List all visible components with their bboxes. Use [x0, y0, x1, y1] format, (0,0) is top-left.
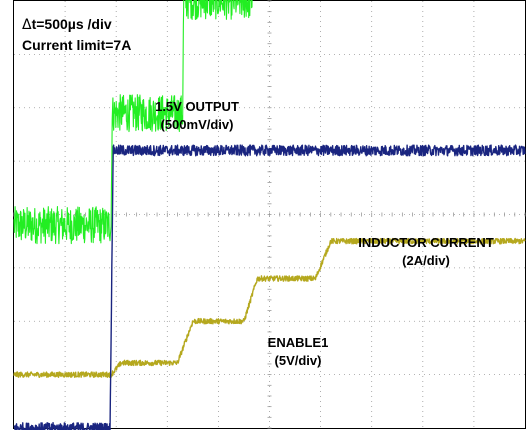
- inductor-current-label: INDUCTOR CURRENT: [358, 235, 494, 250]
- trace-1-5v-output: [13, 237, 526, 378]
- current-limit-label: Current limit=7A: [22, 37, 131, 53]
- trace-enable1: [13, 144, 526, 430]
- traces: [13, 0, 526, 430]
- delta-symbol: Δ: [22, 17, 32, 33]
- enable-trace-scale: (5V/div): [275, 353, 322, 368]
- output-trace-label: 1.5V OUTPUT: [155, 99, 239, 114]
- timebase-text: t=500µs /div: [32, 16, 112, 32]
- trace-inductor-current: [13, 0, 253, 245]
- inductor-current-scale: (2A/div): [402, 253, 450, 268]
- timebase-label: Δt=500µs /div: [22, 16, 112, 33]
- output-trace-scale: (500mV/div): [161, 117, 234, 132]
- enable-trace-label: ENABLE1: [268, 335, 329, 350]
